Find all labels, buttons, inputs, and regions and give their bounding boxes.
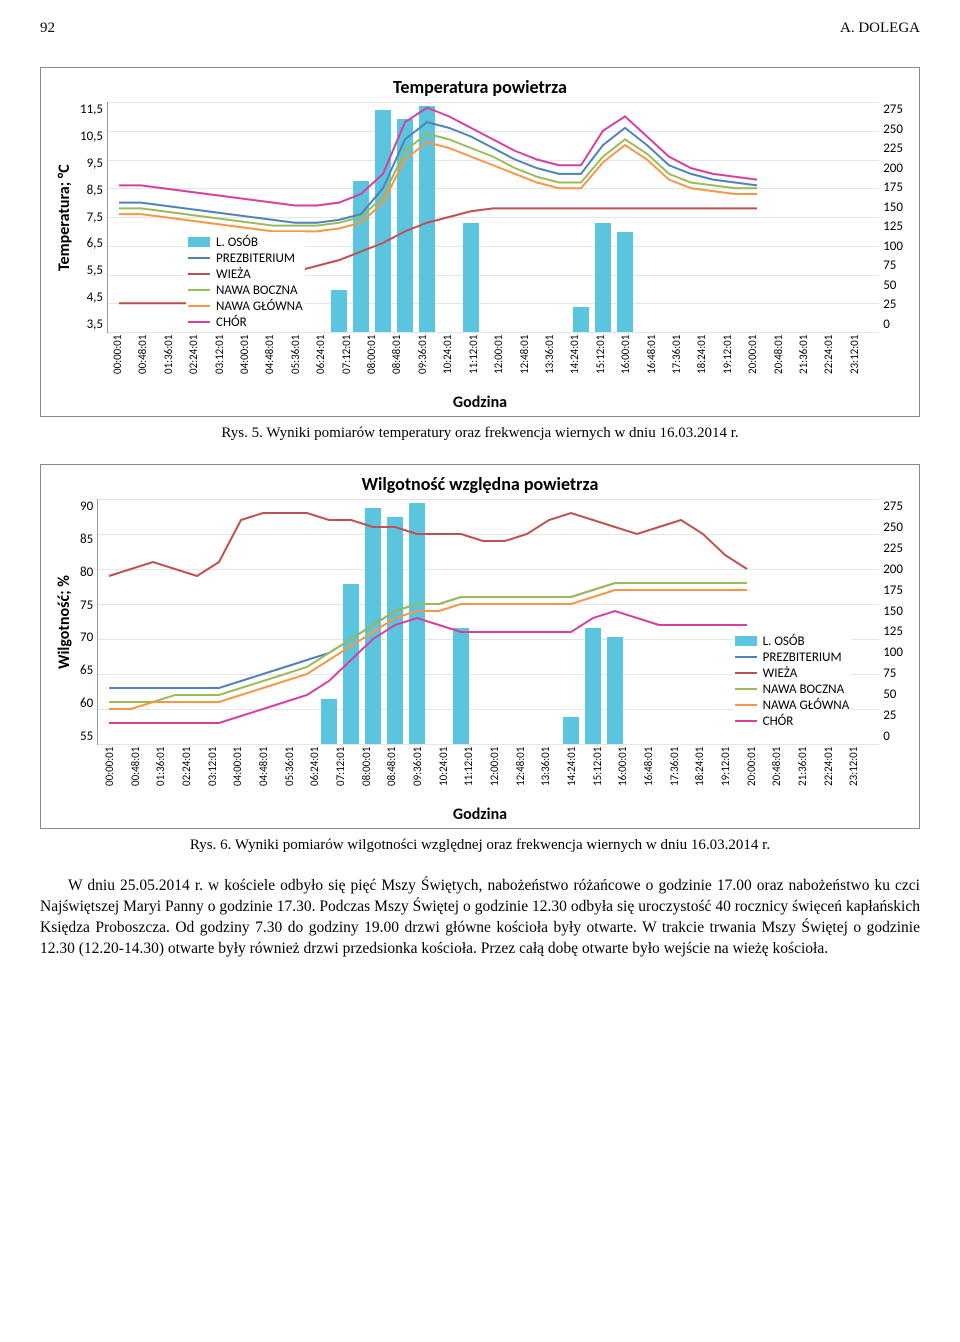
page-header: 92 A. DOLEGA [40, 20, 920, 37]
temperature-chart: Temperatura powietrza Temperatura; °C 11… [40, 67, 920, 417]
chart1-x-label: Godzina [53, 393, 907, 412]
chart1-y-left-label: Temperatura; °C [53, 102, 76, 333]
chart1-plot: L. OSÓBPREZBITERIUMWIEŻANAWA BOCZNANAWA … [107, 102, 879, 333]
body-paragraph: W dniu 25.05.2014 r. w kościele odbyło s… [40, 876, 920, 960]
caption-2: Rys. 6. Wyniki pomiarów wilgotności wzgl… [40, 837, 920, 854]
chart1-y-right-ticks: 2752502252001751501251007550250 [879, 102, 907, 332]
chart2-x-ticks: 00:00:0100:48:0101:36:0102:24:0103:12:01… [103, 747, 873, 803]
page-number: 92 [40, 20, 55, 37]
chart1-x-ticks: 00:00:0100:48:0101:36:0102:24:0103:12:01… [111, 335, 873, 391]
author-name: A. DOLEGA [840, 20, 920, 37]
chart2-y-right-ticks: 2752502252001751501251007550250 [879, 499, 907, 744]
chart-legend: L. OSÓBPREZBITERIUMWIEŻANAWA BOCZNANAWA … [186, 232, 305, 332]
chart1-title: Temperatura powietrza [53, 76, 907, 98]
caption-1: Rys. 5. Wyniki pomiarów temperatury oraz… [40, 425, 920, 442]
chart2-plot: L. OSÓBPREZBITERIUMWIEŻANAWA BOCZNANAWA … [97, 499, 879, 745]
chart-legend: L. OSÓBPREZBITERIUMWIEŻANAWA BOCZNANAWA … [733, 631, 852, 731]
humidity-chart: Wilgotność względna powietrza Wilgotność… [40, 464, 920, 829]
chart2-x-label: Godzina [53, 805, 907, 824]
chart1-y-left-ticks: 11,510,59,58,57,56,55,54,53,5 [76, 102, 107, 332]
chart2-title: Wilgotność względna powietrza [53, 473, 907, 495]
chart2-y-left-ticks: 9085807570656055 [76, 499, 97, 744]
chart2-y-left-label: Wilgotność; % [53, 499, 76, 745]
